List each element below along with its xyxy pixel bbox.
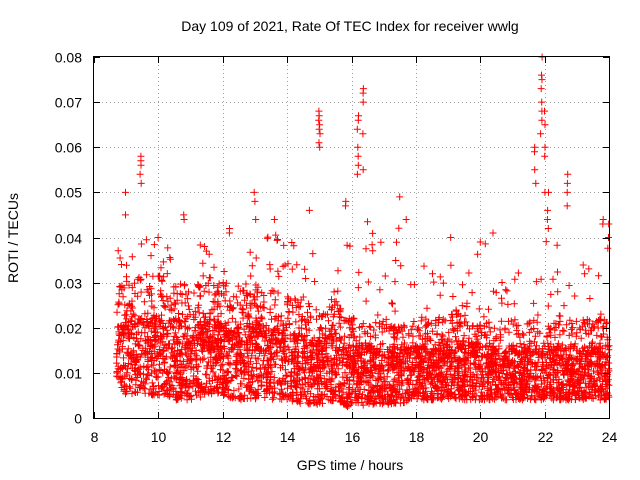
y-tick-label: 0.06 xyxy=(55,140,82,156)
x-tick-label: 18 xyxy=(409,429,425,445)
y-tick-label: 0 xyxy=(74,411,82,427)
y-tick-label: 0.01 xyxy=(55,366,82,382)
x-tick-label: 22 xyxy=(538,429,554,445)
x-tick-label: 20 xyxy=(473,429,489,445)
y-tick-label: 0.05 xyxy=(55,185,82,201)
y-tick-label: 0.04 xyxy=(55,231,82,247)
y-tick-label: 0.03 xyxy=(55,276,82,292)
x-tick-label: 12 xyxy=(216,429,232,445)
x-tick-labels: 8 10 12 14 16 18 20 22 24 xyxy=(91,429,618,445)
x-tick-label: 8 xyxy=(91,429,99,445)
x-tick-label: 24 xyxy=(602,429,618,445)
plot-frame xyxy=(93,56,610,419)
y-axis-title: ROTI / TECUs xyxy=(5,193,21,283)
chart-title: Day 109 of 2021, Rate Of TEC Index for r… xyxy=(181,18,518,34)
data-points xyxy=(113,53,613,411)
scatter-markers xyxy=(113,53,613,411)
y-tick-label: 0.07 xyxy=(55,95,82,111)
x-tick-label: 16 xyxy=(345,429,361,445)
y-tick-label: 0.08 xyxy=(55,50,82,66)
x-tick-label: 10 xyxy=(151,429,167,445)
x-axis-title: GPS time / hours xyxy=(297,457,404,473)
y-tick-label: 0.02 xyxy=(55,321,82,337)
grid-lines xyxy=(94,57,609,418)
y-tick-labels: 0 0.01 0.02 0.03 0.04 0.05 0.06 0.07 0.08 xyxy=(55,50,82,427)
x-tick-label: 14 xyxy=(280,429,296,445)
tick-marks xyxy=(94,57,610,419)
